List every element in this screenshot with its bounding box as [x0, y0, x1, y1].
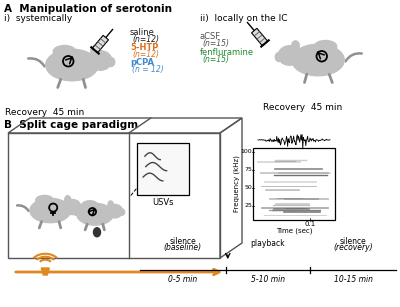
Text: 0.1: 0.1 [305, 221, 316, 227]
Text: ii)  locally on the IC: ii) locally on the IC [200, 14, 288, 23]
Ellipse shape [65, 196, 70, 203]
Bar [137, 143, 189, 195]
Text: aCSF: aCSF [200, 32, 221, 41]
Text: 5-HTP: 5-HTP [130, 43, 158, 52]
Text: fenfluramine: fenfluramine [200, 48, 254, 57]
FancyArrowPatch shape [28, 58, 44, 66]
FancyArrowPatch shape [66, 210, 76, 215]
Text: A  Manipulation of serotonin: A Manipulation of serotonin [4, 4, 172, 14]
Text: Frequency (kHz): Frequency (kHz) [234, 156, 240, 212]
Text: silence: silence [170, 237, 196, 246]
Text: Recovery  45 min: Recovery 45 min [263, 103, 342, 112]
Text: 10-15 min: 10-15 min [334, 275, 373, 284]
Ellipse shape [36, 196, 53, 205]
Text: 0-5 min: 0-5 min [168, 275, 198, 284]
Text: Time (sec): Time (sec) [276, 228, 312, 235]
Ellipse shape [30, 198, 70, 223]
Ellipse shape [292, 44, 344, 76]
Text: 50: 50 [244, 185, 252, 190]
Ellipse shape [91, 46, 98, 56]
Text: saline: saline [130, 28, 155, 37]
Text: i)  systemically: i) systemically [4, 14, 72, 23]
Text: (baseline): (baseline) [164, 243, 202, 252]
Text: (recovery): (recovery) [333, 243, 373, 252]
Polygon shape [252, 28, 268, 46]
Ellipse shape [82, 201, 98, 209]
Polygon shape [41, 268, 49, 275]
Ellipse shape [77, 203, 113, 225]
Ellipse shape [89, 51, 112, 70]
Ellipse shape [292, 41, 299, 51]
Text: (n=12): (n=12) [132, 50, 159, 59]
Ellipse shape [107, 204, 122, 218]
Ellipse shape [278, 46, 301, 65]
Text: 100: 100 [240, 149, 252, 154]
Text: playback: playback [251, 239, 285, 248]
Polygon shape [92, 35, 108, 53]
Text: (n=15): (n=15) [202, 39, 229, 48]
Ellipse shape [64, 200, 81, 215]
Ellipse shape [275, 52, 283, 61]
Text: (n=12): (n=12) [132, 35, 159, 44]
FancyArrowPatch shape [346, 53, 362, 61]
Text: B  Split cage paradigm: B Split cage paradigm [4, 120, 138, 130]
Text: pCPA: pCPA [130, 58, 154, 67]
Text: (n=15): (n=15) [202, 55, 229, 64]
Text: (n = 12): (n = 12) [132, 65, 164, 74]
Ellipse shape [120, 209, 125, 215]
Ellipse shape [94, 228, 100, 237]
Text: USVs: USVs [152, 198, 174, 207]
Text: Recovery  45 min: Recovery 45 min [5, 108, 84, 117]
Text: silence: silence [340, 237, 366, 246]
Ellipse shape [107, 57, 115, 67]
Bar [253, 148, 335, 220]
Ellipse shape [108, 201, 113, 208]
Text: 75: 75 [244, 167, 252, 172]
FancyArrowPatch shape [17, 205, 29, 211]
Ellipse shape [314, 41, 337, 52]
Ellipse shape [46, 49, 98, 81]
Ellipse shape [53, 45, 76, 57]
Text: 25: 25 [244, 203, 252, 208]
Text: 5-10 min: 5-10 min [251, 275, 285, 284]
Ellipse shape [78, 205, 83, 212]
